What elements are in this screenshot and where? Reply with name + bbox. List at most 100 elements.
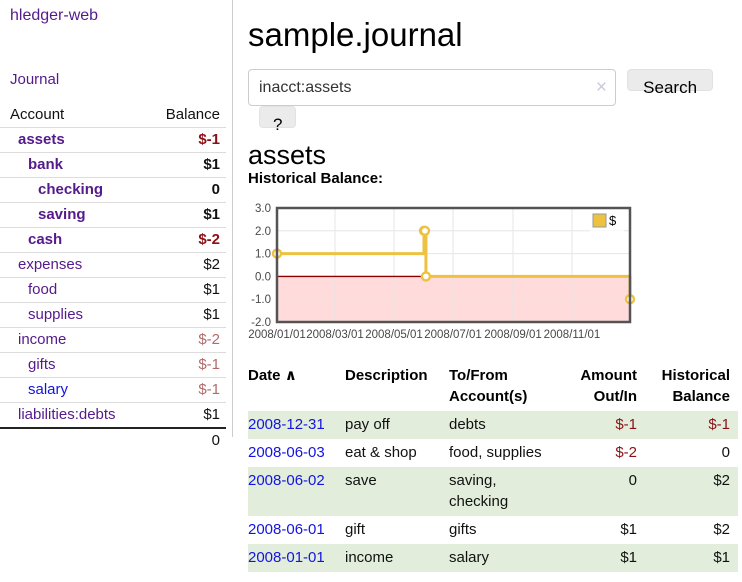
transaction-accounts: salary: [449, 544, 573, 572]
transaction-description: gift: [345, 521, 366, 538]
account-balance: $-1: [140, 352, 226, 378]
transaction-row[interactable]: 2008-06-01 gift gifts $1 $2: [248, 516, 738, 544]
search-bar: × Search ?: [248, 69, 742, 134]
account-link[interactable]: assets: [18, 131, 65, 148]
chart-tick-label: 2008/05/01: [365, 329, 423, 341]
col-amount: Amount Out/In: [580, 367, 637, 405]
transaction-balance: $1: [645, 544, 738, 572]
search-input[interactable]: [248, 69, 616, 106]
account-balance: $2: [140, 252, 226, 278]
chart-tick-label: 2008/07/01: [424, 329, 482, 341]
account-link[interactable]: income: [18, 331, 67, 348]
chart-tick-label: 2.0: [255, 226, 271, 238]
page-title: sample.journal: [248, 16, 463, 54]
sort-ascending-icon: ∧: [284, 367, 297, 384]
accounts-total-row: 0: [0, 427, 226, 453]
account-row: gifts $-1: [0, 352, 226, 378]
transaction-row[interactable]: 2008-06-03 eat & shop food, supplies $-2 0: [248, 439, 738, 467]
transaction-date[interactable]: 2008-06-02: [248, 467, 345, 516]
chart-tick-label: 2008/03/01: [306, 329, 364, 341]
app-brand-link[interactable]: hledger-web: [10, 7, 99, 24]
account-link[interactable]: supplies: [28, 306, 84, 323]
col-date[interactable]: Date ∧: [248, 367, 297, 384]
transaction-description: pay off: [345, 411, 449, 439]
search-button[interactable]: Search: [627, 69, 714, 97]
account-link[interactable]: cash: [28, 231, 63, 248]
transaction-description: save: [345, 467, 449, 516]
help-button[interactable]: ?: [259, 106, 297, 134]
transaction-date[interactable]: 2008-12-31: [248, 411, 345, 439]
account-row: supplies $1: [0, 302, 226, 328]
accounts-header-balance: Balance: [165, 106, 220, 123]
account-balance: $1: [140, 402, 226, 428]
transaction-balance: $2: [645, 467, 738, 516]
chart-tick-label: 2008/01/01: [248, 329, 306, 341]
account-link[interactable]: checking: [38, 181, 104, 198]
account-link[interactable]: saving: [38, 206, 86, 223]
transaction-date-link[interactable]: 2008-06-01: [248, 521, 325, 538]
col-description: Description: [345, 367, 428, 384]
transactions-header-row: Date ∧ Description To/From Account(s) Am…: [248, 363, 738, 411]
chart-tick-label: $: [609, 213, 617, 228]
account-row: income $-2: [0, 327, 226, 353]
transaction-row[interactable]: 2008-06-02 save saving, checking 0 $2: [248, 467, 738, 516]
account-row: checking 0: [0, 177, 226, 203]
accounts-header-account: Account: [10, 106, 65, 123]
account-row: bank $1: [0, 152, 226, 178]
account-balance: $1: [140, 202, 226, 228]
transaction-date-link[interactable]: 2008-06-02: [248, 472, 325, 489]
account-link[interactable]: salary: [28, 381, 69, 398]
transaction-date[interactable]: 2008-06-01: [248, 516, 345, 544]
col-balance: Historical Balance: [661, 367, 730, 405]
account-link[interactable]: food: [28, 281, 58, 298]
account-heading: assets: [248, 140, 327, 171]
account-balance: $-2: [140, 327, 226, 353]
account-balance: $-2: [140, 227, 226, 253]
transaction-date-link[interactable]: 2008-12-31: [248, 416, 325, 433]
accounts-table: Account Balance assets $-1 bank $1 checking 0…: [0, 103, 226, 453]
transaction-description: income: [345, 544, 449, 572]
chart-title: Historical Balance:: [248, 170, 384, 187]
account-row: assets $-1: [0, 127, 226, 153]
account-row: liabilities:debts $1: [0, 402, 226, 428]
col-accounts: To/From Account(s): [449, 367, 528, 405]
chart-tick-label: 2008/09/01: [484, 329, 542, 341]
transaction-description: eat & shop: [345, 444, 417, 461]
account-row: cash $-2: [0, 227, 226, 253]
transaction-row[interactable]: 2008-12-31 pay off debts $-1 $-1: [248, 411, 738, 439]
clear-search-icon[interactable]: ×: [595, 77, 607, 98]
chart-tick-label: -1.0: [251, 294, 271, 306]
account-link[interactable]: expenses: [18, 256, 83, 273]
chart-tick-label: 2008/11/01: [544, 329, 601, 341]
account-row: expenses $2: [0, 252, 226, 278]
chart-tick-label: 1.0: [255, 249, 271, 261]
chart-tick-label: 0.0: [255, 271, 271, 283]
account-link[interactable]: gifts: [28, 356, 56, 373]
accounts-total: 0: [140, 427, 226, 453]
transaction-date[interactable]: 2008-01-01: [248, 544, 345, 572]
chart-tick-label: -2.0: [251, 317, 271, 329]
account-row: saving $1: [0, 202, 226, 228]
account-balance: 0: [140, 177, 226, 203]
transaction-amount: $-2: [615, 444, 637, 461]
transaction-amount: $1: [620, 521, 637, 538]
transaction-balance: 0: [721, 444, 730, 461]
transaction-accounts: debts: [449, 411, 573, 439]
transaction-date-link[interactable]: 2008-06-03: [248, 444, 325, 461]
account-balance: $1: [140, 277, 226, 303]
transaction-date[interactable]: 2008-06-03: [248, 439, 345, 467]
transaction-balance: $-1: [645, 411, 738, 439]
account-balance: $1: [140, 302, 226, 328]
account-link[interactable]: bank: [28, 156, 64, 173]
chart-tick-label: 3.0: [255, 203, 271, 215]
transaction-date-link[interactable]: 2008-01-01: [248, 549, 325, 566]
transactions-table: Date ∧ Description To/From Account(s) Am…: [248, 363, 738, 572]
sidebar-item-journal[interactable]: Journal: [10, 71, 60, 88]
transaction-balance: $2: [713, 521, 730, 538]
account-balance: $-1: [140, 377, 226, 403]
account-link[interactable]: liabilities:debts: [18, 406, 116, 423]
transaction-row[interactable]: 2008-01-01 income salary $1 $1: [248, 544, 738, 572]
sidebar-divider: [232, 0, 233, 437]
accounts-header-row: Account Balance: [0, 103, 226, 128]
account-row: salary $-1: [0, 377, 226, 403]
